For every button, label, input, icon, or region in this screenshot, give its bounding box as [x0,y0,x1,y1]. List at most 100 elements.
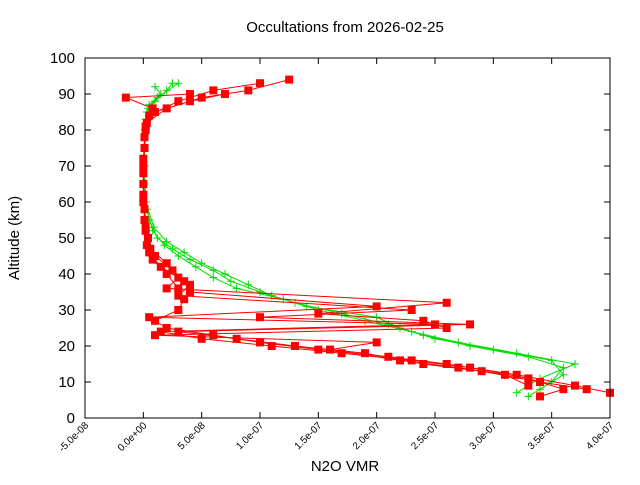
data-point [186,255,194,264]
data-point [151,252,159,260]
x-tick-label: 2.5e-07 [409,420,441,452]
data-point [153,93,162,102]
x-tick-label: 2.0e-07 [351,420,383,452]
x-axis-label: N2O VMR [311,458,380,475]
x-tick-label: 0.0e+00 [116,420,150,454]
data-point [524,392,533,401]
profile-line [144,82,565,397]
data-point [174,252,183,260]
profile-line [125,93,529,387]
y-tick-label: 100 [50,50,75,67]
y-tick-label: 70 [58,158,75,175]
y-tick-label: 80 [58,122,75,139]
data-point [139,198,148,206]
data-point [256,288,264,296]
y-tick-label: 0 [67,410,75,427]
data-point [372,302,381,311]
data-point [186,280,194,289]
data-point [559,385,568,394]
y-tick-label: 40 [58,266,75,283]
data-point [156,90,165,98]
data-point [407,306,416,314]
data-point [221,90,229,98]
data-point [244,280,253,289]
data-point [547,356,556,365]
y-tick-label: 10 [58,374,75,391]
data-point [267,342,276,350]
data-point [180,248,189,257]
x-tick-label: 3.0e-07 [468,420,500,452]
data-point [442,298,451,307]
data-point [151,316,159,325]
data-point [256,313,264,322]
data-point [174,306,183,314]
data-point [162,259,171,268]
data-point [384,352,393,361]
data-point [153,234,162,242]
data-point [121,93,130,102]
data-point [191,262,200,271]
data-point [501,370,509,379]
profile-line [142,82,587,390]
profile-line [144,82,565,390]
data-point [512,370,521,379]
data-point [174,284,183,293]
y-tick-label: 90 [58,86,75,103]
data-point [148,104,157,113]
series-layer [121,75,614,401]
data-point [146,244,155,253]
data-point [174,327,183,336]
x-tick-label: 1.5e-07 [293,420,325,452]
data-point [221,270,229,278]
data-point [419,316,428,325]
data-point [232,284,241,293]
data-point [186,90,194,98]
data-point [141,223,150,232]
data-point [156,327,165,336]
data-point [174,97,183,106]
data-point [162,324,171,332]
series-1 [121,75,614,401]
axes-layer: -5.0e-08 0.0e+00 5.0e-08 1.0e-07 1.5e-07 2.0e… [50,50,616,454]
data-point [536,385,544,394]
data-point [256,338,264,347]
data-point [180,295,189,304]
data-point [174,291,183,300]
y-tick-label: 60 [58,194,75,211]
data-point [148,226,157,235]
data-point [186,288,194,296]
y-tick-label: 50 [58,230,75,247]
data-point [524,381,533,390]
data-point [326,345,334,354]
x-tick-label: 5.0e-08 [176,420,208,452]
data-point [244,86,253,95]
data-point [419,360,428,368]
data-point [291,342,299,350]
data-point [186,97,194,106]
data-point [361,349,369,358]
data-point [145,313,154,322]
data-point [232,334,241,343]
data-point [396,356,404,365]
data-point [197,334,206,343]
data-point [162,284,171,293]
data-point [151,331,159,340]
data-point [162,237,171,246]
x-tick-label: 1.0e-07 [234,420,266,452]
data-point [489,345,498,354]
data-point [197,93,206,102]
data-point [156,262,165,271]
data-point [407,356,416,365]
data-point [337,349,346,358]
data-point [197,259,206,268]
data-point [466,363,474,372]
data-point [162,86,171,95]
data-point [162,270,171,278]
data-point [285,75,294,84]
profile-line [144,86,577,394]
data-point [536,378,544,386]
data-point [151,82,159,91]
data-point [571,381,579,390]
data-point [256,79,264,88]
